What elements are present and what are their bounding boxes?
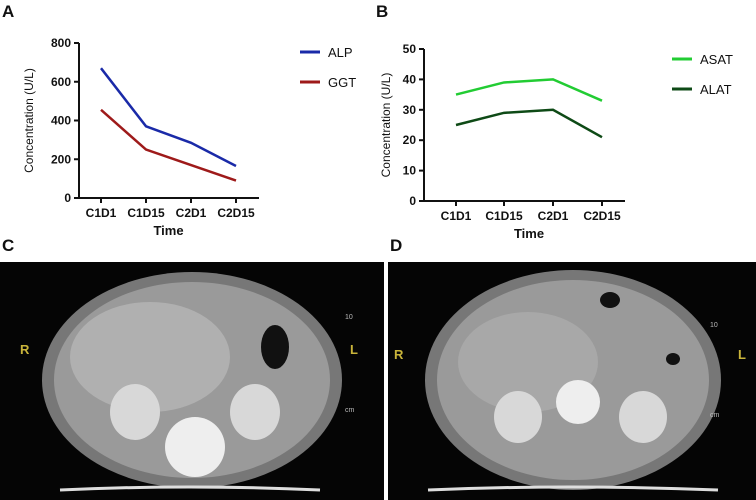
x-tick-label: C1D15 (485, 209, 523, 223)
right-marker: R (394, 347, 404, 362)
left-marker: L (350, 342, 358, 357)
scale-top: 10 (345, 314, 353, 321)
right-marker: R (20, 342, 30, 357)
x-tick-label: C1D1 (86, 206, 117, 220)
legend-label-asat: ASAT (700, 52, 733, 67)
y-tick-label: 30 (403, 103, 417, 117)
y-tick-label: 50 (403, 42, 417, 56)
x-tick-label: C2D15 (583, 209, 621, 223)
scale-unit: cm (345, 407, 355, 414)
y-tick-label: 40 (403, 72, 417, 86)
y-axis-label: Concentration (U/L) (22, 68, 36, 173)
panel-label-d: D (390, 236, 403, 255)
y-tick-label: 600 (51, 75, 71, 89)
left-marker: L (738, 347, 746, 362)
panel-label-a: A (2, 2, 15, 21)
legend-label-ggt: GGT (328, 75, 356, 90)
x-tick-label: C2D15 (217, 206, 255, 220)
y-tick-label: 10 (403, 164, 417, 178)
series-line-asat (455, 78, 603, 102)
ct-scan-c: R L 10 cm (0, 262, 384, 500)
y-tick-label: 0 (409, 194, 416, 208)
scale-unit: cm (710, 412, 720, 419)
series-line-ggt (100, 108, 237, 182)
chart-b: 0 10 20 30 40 50 C1D1 C1D15 C2D1 C2D15 Time Concent… (379, 42, 733, 241)
x-axis-label: Time (153, 223, 183, 238)
panel-label-b: B (376, 2, 389, 21)
ct-scan-d: R L 10 cm (388, 262, 756, 500)
x-axis-label: Time (514, 226, 544, 241)
legend-label-alat: ALAT (700, 82, 732, 97)
y-tick-label: 0 (64, 191, 71, 205)
x-tick-label: C1D15 (127, 206, 165, 220)
chart-a: 0 200 400 600 800 C1D1 C1D15 C2D1 C2D15 Time Conce… (22, 36, 356, 238)
x-tick-label: C2D1 (538, 209, 569, 223)
series-line-alp (100, 67, 237, 168)
panel-label-c: C (2, 236, 15, 255)
y-axis-label: Concentration (U/L) (379, 73, 393, 178)
legend-label-alp: ALP (328, 45, 353, 60)
y-tick-label: 20 (403, 133, 417, 147)
y-tick-label: 200 (51, 152, 71, 166)
y-tick-label: 800 (51, 36, 71, 50)
scale-top: 10 (710, 322, 718, 329)
y-tick-label: 400 (51, 114, 71, 128)
series-line-alat (455, 108, 603, 139)
x-tick-label: C2D1 (176, 206, 207, 220)
x-tick-label: C1D1 (441, 209, 472, 223)
